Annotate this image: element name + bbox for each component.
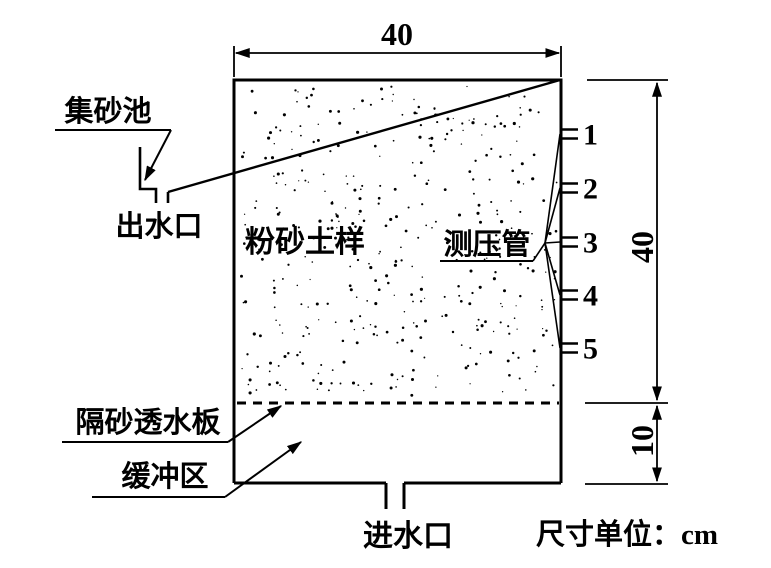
tap-number-3: 3 [583, 227, 598, 260]
leader-to-tap-4 [544, 242, 561, 296]
piezometer-leader-fan [440, 133, 561, 349]
unit-note: 尺寸单位：cm [536, 517, 718, 551]
piezometer-tap-ticks [561, 128, 578, 354]
water-outlet-label: 出水口 [115, 210, 202, 243]
tap-number-2: 2 [583, 173, 598, 206]
permeable-plate-leader [62, 405, 283, 443]
permeable-plate-label: 隔砂透水板 [75, 406, 221, 439]
top-width-dimension-value: 40 [381, 16, 413, 52]
buffer-zone-arrow [224, 441, 303, 498]
leader-to-tap-3 [544, 241, 561, 244]
piezometer-leader-connector [532, 242, 546, 262]
tap-number-1: 1 [583, 119, 598, 152]
permeable-plate-arrow [227, 405, 283, 443]
silt-sand-sample-label: 粉砂土样 [245, 226, 365, 259]
water-inlet-label: 进水口 [363, 520, 453, 553]
sand-collection-pool-leader [55, 129, 172, 182]
piezometer-label: 测压管 [443, 227, 530, 261]
buffer-height-dimension-value: 10 [624, 425, 660, 457]
outlet-overflow-line [167, 78, 561, 194]
leader-to-tap-2 [544, 187, 561, 244]
sample-box-outline [232, 78, 563, 509]
outlet-spout [138, 147, 170, 203]
buffer-zone-leader [92, 441, 303, 498]
outlet-spout-left-wall [138, 147, 158, 203]
top-width-dimension [233, 46, 562, 77]
right-dimensions [585, 79, 668, 485]
tap-number-5: 5 [583, 333, 598, 366]
sample-height-dimension-value: 40 [624, 231, 660, 263]
buffer-zone-label: 缓冲区 [121, 460, 208, 493]
piezometer-tap-numbers: 1 2 3 4 5 [583, 119, 598, 366]
leader-to-tap-5 [544, 242, 561, 349]
sand-collection-pool-arrow [144, 129, 172, 182]
sand-collection-pool-label: 集砂池 [63, 95, 151, 128]
tap-number-4: 4 [583, 280, 598, 313]
leader-to-tap-1 [544, 133, 561, 244]
